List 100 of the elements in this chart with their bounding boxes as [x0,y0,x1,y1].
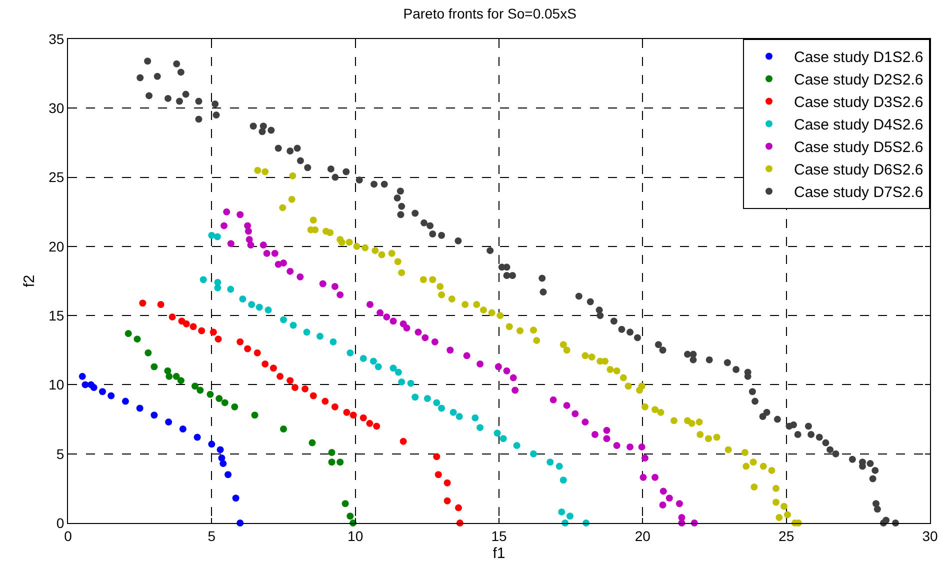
point [412,394,419,401]
point [360,354,367,362]
point [652,474,659,481]
point [165,418,172,426]
point [262,360,269,368]
point [454,504,462,512]
point [166,372,173,380]
point [208,232,216,239]
legend-label: Case study D6S2.6 [794,162,924,179]
chart-title: Pareto fronts for So=0.05xS [403,5,576,22]
point [78,372,86,380]
point [254,349,261,356]
point [373,422,380,430]
point [433,399,440,406]
y-tick-label: 0 [56,514,64,531]
point [271,250,278,257]
point [550,396,557,404]
point [244,222,252,230]
point [613,442,620,450]
point [194,434,201,441]
point [424,395,431,402]
point [248,301,256,308]
y-tick-label: 15 [48,307,64,324]
point [223,208,230,216]
point [179,425,186,432]
point [331,403,338,410]
point [263,250,270,257]
point [394,368,402,376]
point [270,364,277,372]
point [566,512,574,520]
point [446,346,454,354]
point [139,300,146,307]
point [403,324,410,332]
point [303,328,310,336]
point [676,500,683,508]
legend-label: Case study D7S2.6 [794,184,924,202]
point [182,320,190,328]
point [168,313,176,320]
point [444,479,451,486]
legend-label: Case study D2S2.6 [794,72,924,89]
x-tick-label: 25 [778,528,794,544]
point [640,474,647,481]
y-axis-title: f2 [20,274,38,288]
point [560,476,567,484]
point [302,385,309,392]
legend-label: Case study D1S2.6 [794,49,924,66]
point [108,392,115,400]
point [316,332,324,340]
y-tick-label: 30 [48,100,64,116]
point [239,295,246,302]
point [136,404,144,412]
y-tick-label: 25 [48,169,64,186]
point [407,380,414,387]
point [659,502,666,509]
x-tick-label: 20 [634,528,651,544]
y-tick-label: 5 [56,446,64,462]
point [558,508,566,516]
point [476,360,484,368]
point [122,398,129,405]
point [196,386,204,394]
point [398,378,406,386]
point [310,392,317,400]
point [456,413,463,420]
point [494,363,502,370]
point [216,395,223,402]
point [450,408,457,416]
point [500,435,507,442]
point [214,284,222,292]
legend-label: Case study D5S2.6 [794,139,924,156]
point [414,328,422,336]
point [343,408,350,416]
point [231,403,238,410]
point [383,313,390,320]
point [463,352,470,360]
point [400,438,407,445]
point [366,420,374,427]
point [494,430,501,437]
point [280,425,287,432]
point [256,304,263,311]
point [221,399,228,406]
point [331,283,338,290]
point [280,316,287,324]
point [438,404,446,412]
point [98,388,106,396]
point [328,458,336,466]
point [308,439,316,446]
point [444,497,451,504]
point [603,426,610,434]
point [390,364,397,372]
y-tick-label: 20 [48,238,64,254]
point [360,414,367,422]
point [280,260,287,267]
point [641,454,648,462]
point [244,345,252,352]
point [638,443,646,450]
point [190,323,197,330]
point [214,233,221,240]
point [330,338,337,346]
point [572,410,579,418]
x-tick-label: 10 [348,528,364,544]
